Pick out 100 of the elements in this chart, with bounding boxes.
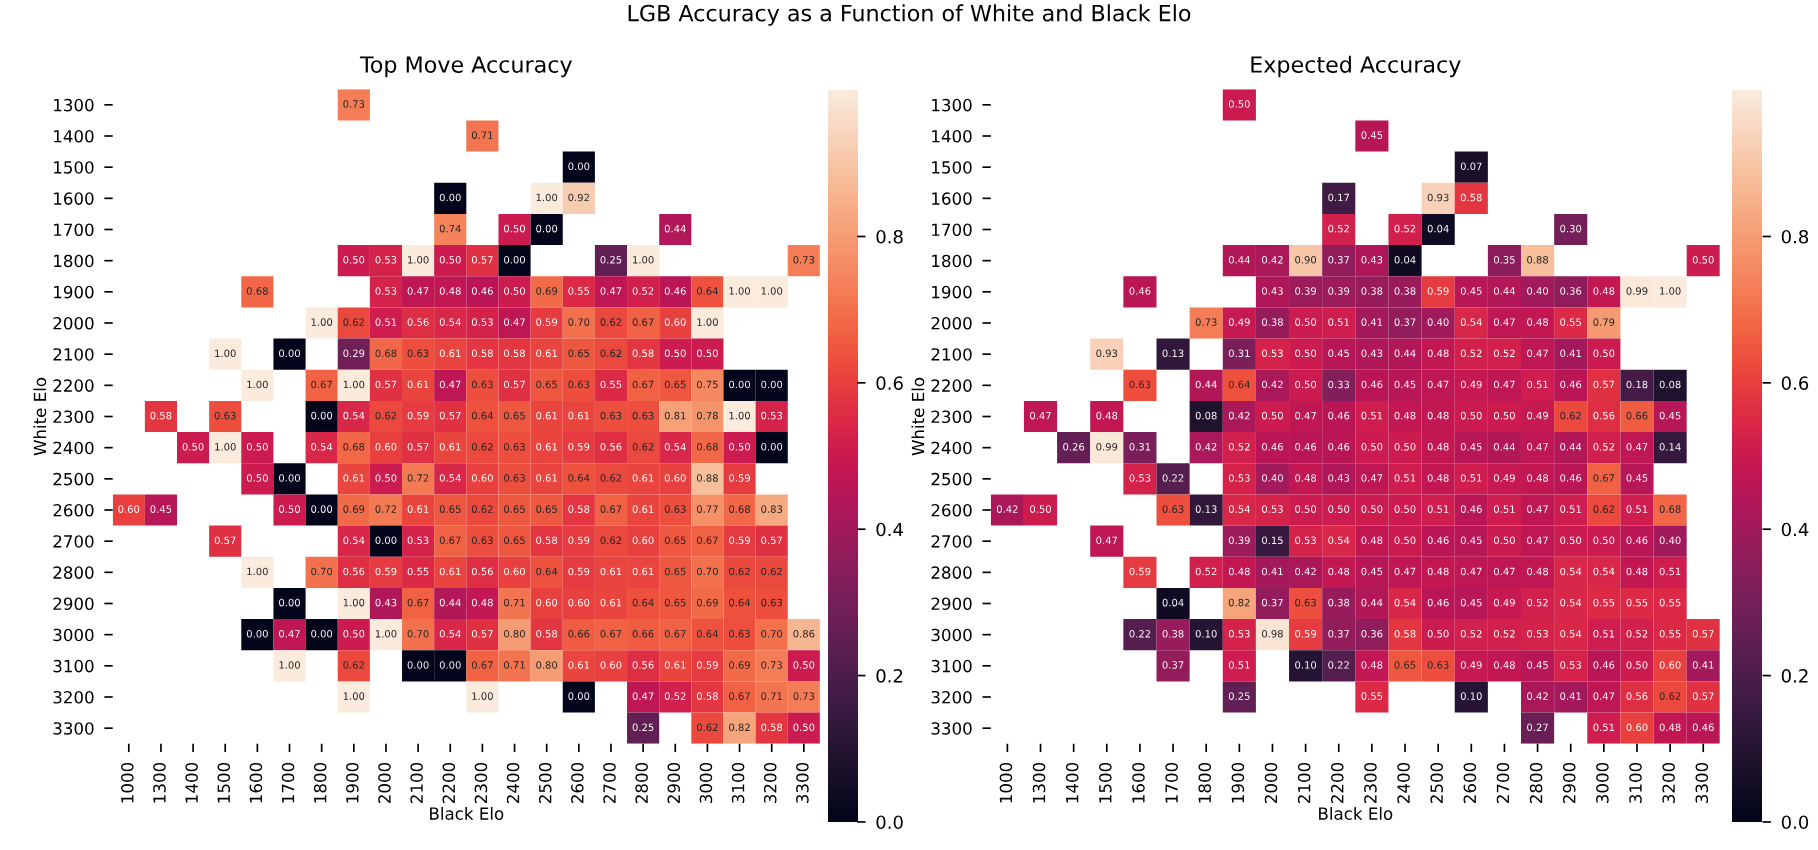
y-axis-title: White Elo: [33, 377, 47, 456]
x-tick-label: 1600: [249, 762, 263, 803]
y-tick-label: 1900: [54, 285, 94, 299]
x-tick-label: 2500: [538, 762, 552, 803]
color-bar-label: 0.8: [1781, 229, 1809, 244]
x-tick-label: 1300: [153, 762, 166, 803]
y-tick-label: 3300: [53, 722, 94, 735]
y-tick-label: 3300: [931, 722, 972, 735]
x-tick-label: 2700: [1496, 762, 1510, 803]
x-tick-label: 2500: [1430, 762, 1443, 803]
x-tick-label: 2200: [1330, 762, 1344, 803]
x-tick-label: 2600: [1463, 762, 1477, 803]
y-tick-label: 1400: [54, 129, 94, 143]
y-tick-label: 2000: [931, 316, 972, 330]
x-tick-label: 2300: [1364, 762, 1377, 803]
x-tick-label: 2600: [571, 762, 584, 803]
y-tick-label: 2500: [53, 472, 94, 486]
y-tick-label: 1600: [932, 192, 972, 205]
y-tick-label: 1900: [932, 285, 972, 299]
x-tick-label: 3100: [731, 762, 745, 803]
color-bar-label: 0.8: [876, 229, 903, 244]
y-tick-label: 2300: [53, 410, 94, 424]
y-tick-label: 2800: [53, 566, 94, 579]
y-tick-label: 2200: [931, 379, 972, 392]
y-tick-label: 1500: [54, 161, 94, 174]
x-tick-label: 1400: [1065, 762, 1079, 803]
x-tick-label: 2000: [1264, 762, 1278, 803]
y-tick-label: 1700: [932, 223, 972, 237]
y-tick-label: 2000: [53, 316, 94, 330]
color-bar-label: 0.6: [1781, 376, 1809, 390]
x-tick-label: 1700: [1165, 762, 1178, 803]
x-tick-label: 1900: [346, 762, 359, 803]
x-tick-label: 1000: [121, 762, 134, 803]
y-tick-label: 1700: [54, 223, 94, 237]
color-bar-label: 0.0: [876, 815, 903, 830]
y-tick-label: 1600: [54, 192, 94, 205]
y-tick-label: 2600: [931, 503, 972, 517]
x-tick-label: 3000: [699, 762, 713, 803]
x-tick-label: 2400: [506, 762, 520, 803]
x-tick-label: 2700: [603, 762, 616, 803]
color-bar-label: 0.6: [876, 376, 903, 390]
x-axis-title: Black Elo: [1319, 807, 1393, 820]
color-bar-label: 0.4: [1781, 522, 1809, 537]
x-axis-title: Black Elo: [430, 807, 504, 820]
y-tick-label: 2300: [931, 410, 972, 424]
x-tick-label: 3100: [1629, 762, 1642, 803]
y-tick-label: 3000: [53, 628, 94, 642]
color-bar-label: 0.4: [876, 522, 903, 537]
x-tick-label: 1900: [1231, 762, 1245, 803]
x-tick-label: 2300: [474, 762, 488, 803]
y-tick-label: 3100: [931, 659, 972, 673]
x-tick-label: 1500: [217, 762, 231, 803]
x-tick-label: 3200: [1662, 762, 1675, 803]
y-tick-label: 2700: [53, 535, 94, 548]
color-bar-label: 0.2: [1781, 669, 1808, 683]
y-tick-label: 2900: [931, 597, 972, 611]
y-tick-label: 2200: [53, 379, 94, 392]
x-tick-label: 2800: [635, 762, 648, 803]
y-axis-title: White Elo: [911, 377, 925, 456]
y-tick-label: 1300: [54, 98, 94, 112]
y-tick-label: 2100: [931, 348, 972, 361]
y-tick-label: 2100: [53, 348, 94, 361]
x-tick-label: 2400: [1397, 762, 1410, 803]
x-tick-label: 2900: [667, 762, 681, 803]
x-tick-label: 2100: [1297, 762, 1311, 803]
y-tick-label: 2700: [931, 535, 972, 548]
y-tick-label: 2500: [931, 472, 972, 486]
y-tick-label: 2400: [53, 441, 94, 455]
x-tick-label: 2100: [410, 762, 423, 803]
x-tick-label: 1600: [1132, 762, 1145, 803]
color-bar-label: 0.2: [876, 669, 903, 683]
x-tick-label: 1300: [1032, 762, 1046, 803]
x-tick-label: 1500: [1099, 762, 1112, 803]
x-tick-label: 1800: [1198, 762, 1212, 803]
color-bar-label: 0.0: [1781, 815, 1809, 830]
y-tick-label: 1300: [932, 98, 972, 112]
x-tick-label: 3300: [1695, 762, 1709, 803]
x-tick-label: 1800: [313, 762, 327, 803]
y-tick-label: 3200: [931, 690, 972, 704]
y-tick-label: 2600: [53, 503, 94, 517]
x-tick-label: 3000: [1596, 762, 1609, 803]
y-tick-label: 3000: [931, 628, 972, 642]
y-tick-label: 1800: [54, 254, 94, 268]
y-tick-label: 2800: [931, 566, 972, 579]
chart-title: Expected Accuracy: [1251, 55, 1461, 78]
x-tick-label: 1400: [185, 762, 198, 803]
x-tick-label: 2200: [442, 762, 456, 803]
x-tick-label: 3300: [796, 762, 809, 803]
y-tick-label: 1800: [932, 254, 972, 268]
x-tick-label: 2000: [378, 762, 391, 803]
y-tick-label: 2400: [931, 441, 972, 455]
y-tick-label: 1500: [932, 161, 972, 174]
y-tick-label: 2900: [53, 597, 94, 611]
y-tick-label: 3100: [53, 659, 94, 673]
x-tick-label: 1700: [281, 762, 295, 803]
x-tick-label: 1000: [999, 762, 1013, 803]
x-tick-label: 2900: [1562, 762, 1576, 803]
text: LGB Accuracy as a Function of White and Black Elo: [628, 4, 1191, 26]
chart-title: Top Move Accuracy: [359, 56, 572, 78]
y-tick-label: 3200: [53, 690, 94, 704]
